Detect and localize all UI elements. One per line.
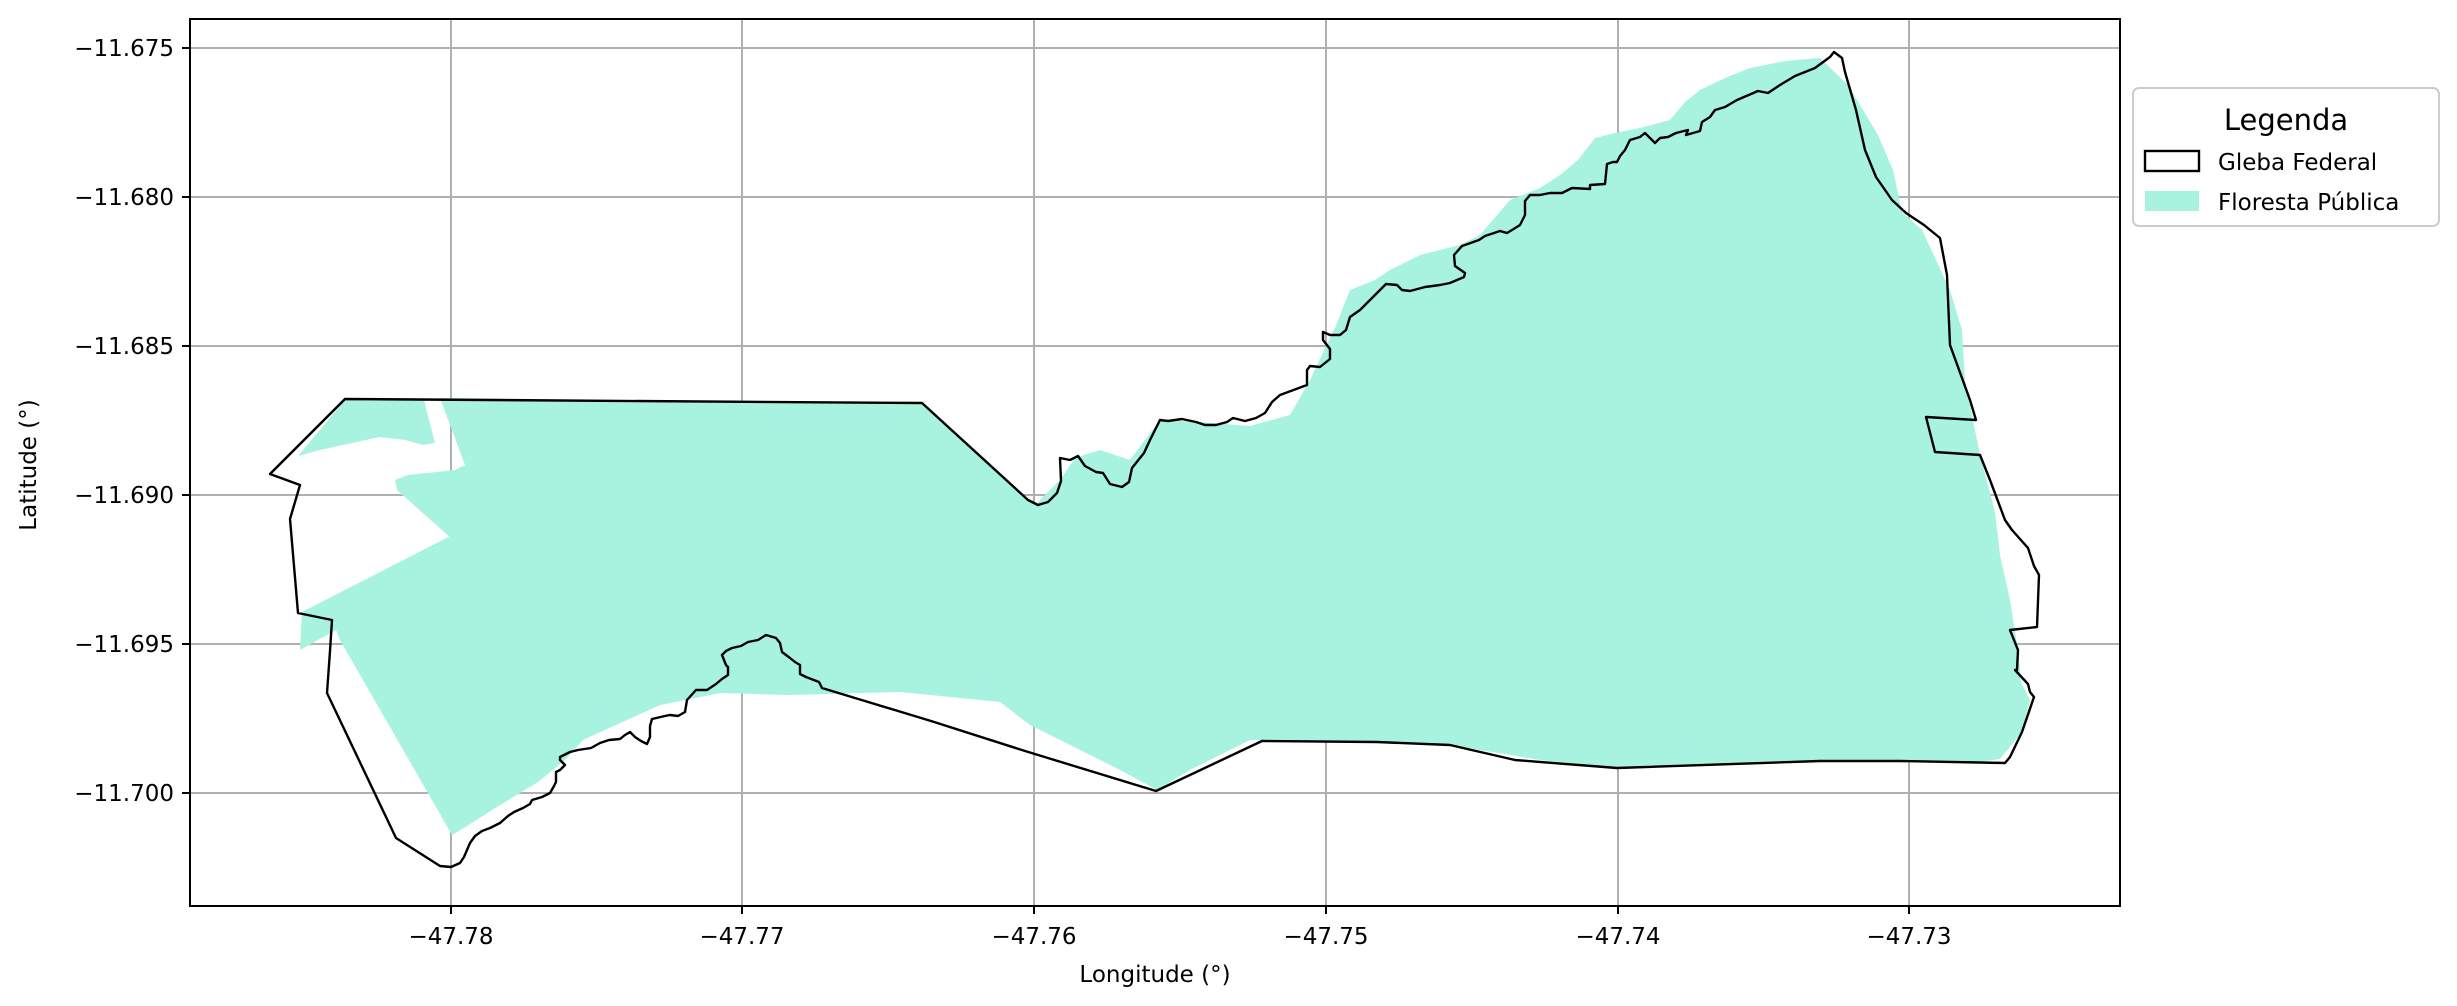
floresta-publica-layer	[298, 58, 2030, 835]
legend-label-gleba: Gleba Federal	[2218, 150, 2377, 176]
x-tick-label: −47.77	[699, 924, 784, 950]
legend-swatch-gleba	[2143, 149, 2201, 173]
tick-marks	[182, 47, 1910, 914]
legend-label-floresta: Floresta Pública	[2218, 190, 2399, 216]
x-tick-label: −47.73	[1866, 924, 1951, 950]
y-tick-labels: −11.675 −11.680 −11.685 −11.690 −11.695 …	[74, 36, 174, 807]
x-tick-label: −47.76	[991, 924, 1076, 950]
plot-frame	[189, 18, 2121, 907]
x-tick-label: −47.78	[408, 924, 493, 950]
legend-swatch-floresta	[2145, 191, 2199, 211]
legend-box	[2132, 87, 2440, 227]
legend-title: Legenda	[2224, 103, 2348, 137]
x-tick-label: −47.74	[1575, 924, 1660, 950]
forest-patch-left	[298, 471, 720, 835]
x-tick-labels: −47.78 −47.77 −47.76 −47.75 −47.74 −47.7…	[408, 924, 1951, 950]
forest-patch-top-left	[298, 400, 435, 456]
x-axis-label: Longitude (°)	[1079, 962, 1230, 988]
y-tick-label: −11.675	[74, 36, 174, 62]
y-tick-label: −11.690	[74, 483, 174, 509]
y-tick-label: −11.700	[74, 781, 174, 807]
y-tick-label: −11.680	[74, 185, 174, 211]
x-tick-label: −47.75	[1283, 924, 1368, 950]
y-axis-label: Latitude (°)	[16, 399, 42, 530]
y-tick-label: −11.685	[74, 334, 174, 360]
gleba-federal-boundary	[268, 50, 2041, 869]
y-tick-label: −11.695	[74, 632, 174, 658]
legend: Legenda Gleba Federal Floresta Pública	[2132, 87, 2440, 227]
